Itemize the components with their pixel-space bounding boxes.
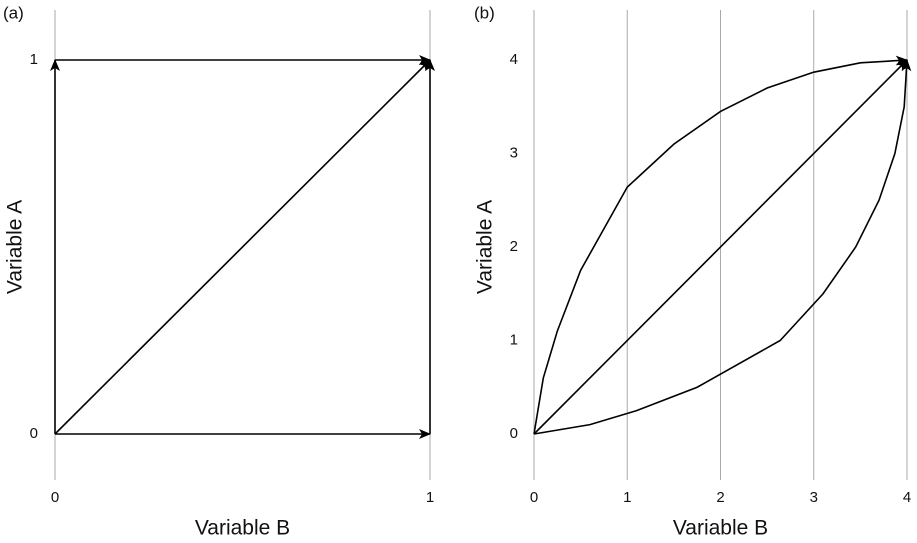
panel-label: (b) xyxy=(474,3,495,22)
x-tick-label: 1 xyxy=(623,489,631,506)
x-axis-label: Variable B xyxy=(673,517,768,540)
x-axis-label: Variable B xyxy=(195,517,290,540)
x-tick-label: 4 xyxy=(903,489,911,506)
x-tick-label: 1 xyxy=(426,489,434,506)
y-axis-label: Variable A xyxy=(4,200,27,294)
y-axis-label: Variable A xyxy=(474,200,497,294)
x-tick-label: 3 xyxy=(810,489,818,506)
arrow-line xyxy=(533,59,912,435)
y-tick-label: 2 xyxy=(510,238,518,255)
arrow-line xyxy=(533,59,908,435)
x-tick-label: 0 xyxy=(51,489,59,506)
y-tick-label: 0 xyxy=(510,425,518,442)
y-tick-label: 0 xyxy=(30,425,38,442)
arrow-line xyxy=(54,59,431,435)
x-tick-label: 0 xyxy=(530,489,538,506)
arrow-line xyxy=(533,55,908,435)
y-tick-label: 3 xyxy=(510,144,518,161)
panel-label: (a) xyxy=(3,3,24,22)
x-tick-label: 2 xyxy=(716,489,724,506)
y-tick-label: 4 xyxy=(510,51,518,68)
y-tick-label: 1 xyxy=(510,331,518,348)
y-tick-label: 1 xyxy=(30,51,38,68)
